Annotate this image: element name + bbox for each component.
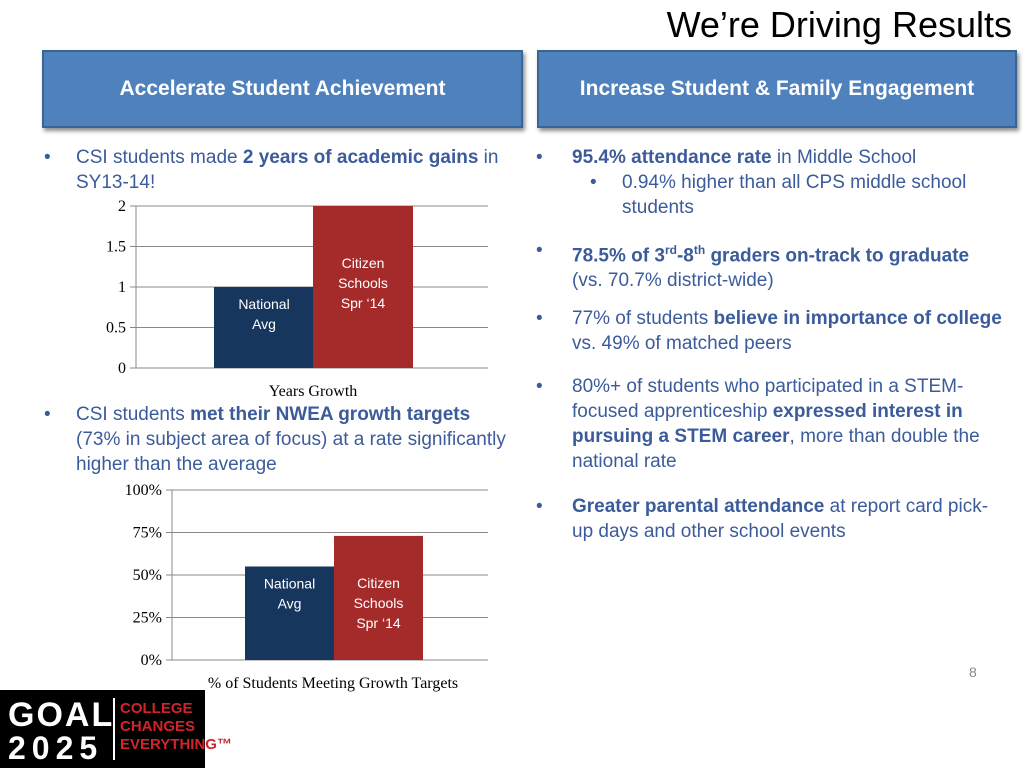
tagline-line: CHANGES: [120, 718, 196, 735]
x-axis-label: % of Students Meeting Growth Targets: [208, 675, 458, 692]
right-sub-bullet-1: • 0.94% higher than all CPS middle schoo…: [590, 170, 1002, 220]
bullet-dot: •: [44, 147, 51, 168]
bold-text: 2 years of academic gains: [242, 147, 479, 168]
bar-citizen-schools: [313, 206, 413, 368]
tagline-line: EVERYTHING™: [120, 736, 232, 753]
y-tick-label: 25%: [133, 610, 162, 627]
header-family-engagement: Increase Student & Family Engagement: [537, 50, 1017, 128]
bar-label: Schools: [338, 275, 388, 291]
bar-label: Spr ‘14: [341, 295, 386, 311]
bullet-dot: •: [536, 496, 543, 517]
bar-citizen-schools: [334, 535, 423, 660]
bold-text: 78.5% of 3: [572, 245, 665, 267]
bar-label: Avg: [252, 316, 276, 332]
logo-line2: 2025: [8, 730, 104, 766]
bullet-dot: •: [536, 376, 543, 397]
bar-national-avg: [214, 287, 314, 368]
goal-2025-logo: GOAL 2025 COLLEGE CHANGES EVERYTHING™: [0, 690, 232, 768]
bar-label: Citizen: [342, 255, 385, 271]
bar-label: Spr ‘14: [356, 615, 401, 631]
right-bullet-4: • 80%+ of students who participated in a…: [536, 374, 1002, 474]
text: (73% in subject area of focus) at a rate…: [76, 429, 506, 475]
text: in Middle School: [771, 147, 917, 168]
bar-label: National: [264, 576, 315, 592]
bold-text: 95.4% attendance rate: [572, 147, 772, 168]
sup: th: [693, 243, 706, 257]
left-bullet-1: • CSI students made 2 years of academic …: [44, 145, 506, 195]
right-bullet-1: • 95.4% attendance rate in Middle School: [536, 145, 1002, 170]
text: CSI students made: [76, 147, 243, 168]
bullet-dot: •: [590, 172, 597, 193]
y-tick-label: 0.5: [106, 320, 126, 337]
text: , more than double the national rate: [572, 426, 980, 472]
bold-text: -8: [676, 245, 694, 267]
chart-years-growth: 0 0.5 1 1.5 2 National Avg Citizen Schools Spr ‘1…: [106, 198, 488, 400]
bold-text: graders on-track to graduate: [705, 245, 970, 267]
text: CSI students: [76, 404, 191, 425]
y-tick-label: 50%: [133, 567, 162, 584]
text: vs. 49% of matched peers: [572, 333, 792, 354]
sup: rd: [664, 243, 677, 257]
text: 80%+ of students who participated in a S…: [572, 376, 964, 422]
logo-divider: [113, 698, 115, 760]
bold-text: expressed interest in pursuing a STEM ca…: [572, 401, 963, 447]
logo-tagline: COLLEGE CHANGES EVERYTHING™: [120, 700, 232, 754]
bold-text: Greater parental attendance: [572, 496, 825, 517]
text: 77% of students: [572, 308, 714, 329]
bullet-dot: •: [44, 404, 51, 425]
y-tick-label: 0: [118, 360, 126, 377]
tagline-line: COLLEGE: [120, 700, 193, 717]
bar-label: Avg: [278, 596, 302, 612]
header-right-label: Increase Student & Family Engagement: [579, 77, 975, 100]
right-bullet-3: • 77% of students believe in importance …: [536, 306, 1002, 356]
y-tick-label: 1.5: [106, 239, 126, 256]
right-bullet-2: • 78.5% of 3rd-8th graders on-track to g…: [536, 238, 1002, 293]
left-bullet-2: • CSI students met their NWEA growth tar…: [44, 402, 516, 477]
text: (vs. 70.7% district-wide): [572, 270, 774, 292]
y-tick-label: 100%: [125, 482, 162, 499]
y-tick-label: 75%: [133, 525, 162, 542]
chart-growth-targets: 0% 25% 50% 75% 100% National Avg Citizen Schools…: [125, 482, 488, 692]
bullet-dot: •: [536, 147, 543, 168]
text: at report card pick-up days and other sc…: [572, 496, 989, 542]
page-number: 8: [969, 664, 977, 680]
bullet-dot: •: [536, 308, 543, 329]
bar-label: National: [238, 296, 289, 312]
slide-title: We’re Driving Results: [666, 4, 1012, 45]
text: 0.94% higher than all CPS middle school …: [622, 172, 967, 218]
bar-national-avg: [245, 566, 334, 660]
logo-line1: GOAL: [8, 696, 115, 734]
bold-text: met their NWEA growth targets: [190, 404, 471, 425]
right-bullet-5: • Greater parental attendance at report …: [536, 494, 1002, 544]
bar-label: Citizen: [357, 575, 400, 591]
bold-text: believe in importance of college: [713, 308, 1002, 329]
y-tick-label: 2: [118, 198, 126, 215]
header-accelerate-achievement: Accelerate Student Achievement: [42, 50, 523, 128]
bar-label: Schools: [354, 595, 404, 611]
y-tick-label: 1: [118, 279, 126, 296]
header-left-label: Accelerate Student Achievement: [119, 77, 446, 100]
bullet-dot: •: [536, 240, 543, 261]
text: in SY13-14!: [76, 147, 499, 193]
y-tick-label: 0%: [141, 652, 162, 669]
x-axis-label: Years Growth: [269, 383, 358, 400]
